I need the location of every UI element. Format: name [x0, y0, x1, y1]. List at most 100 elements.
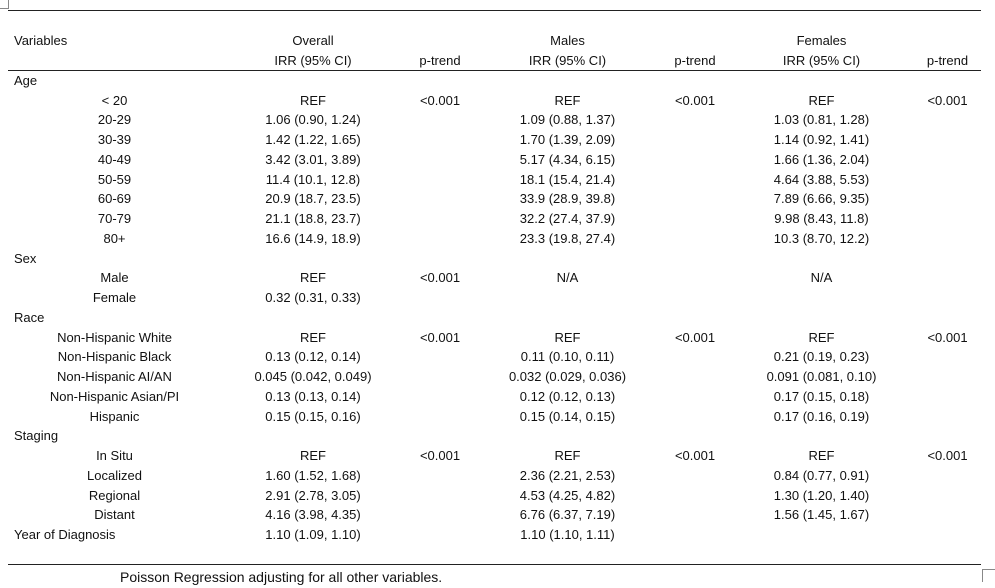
cell-females-ptrend	[913, 466, 982, 486]
cell-females-ptrend: <0.001	[927, 329, 968, 345]
cell-males-irr: 4.53 (4.25, 4.82)	[519, 487, 616, 503]
cell-females-ptrend	[913, 505, 982, 525]
empty-cell	[913, 71, 982, 91]
table-row-year-of-diagnosis: Year of Diagnosis 1.10 (1.09, 1.10) 1.10 (…	[8, 525, 982, 545]
cell-males-ptrend	[660, 110, 730, 130]
empty-cell	[660, 308, 730, 328]
row-label: 20-29	[97, 112, 132, 128]
header-variables: Variables	[14, 33, 68, 49]
cell-overall-ptrend	[405, 288, 475, 308]
cell-overall-irr: 20.9 (18.7, 23.5)	[265, 191, 361, 207]
cell-overall-irr: 1.42 (1.22, 1.65)	[265, 132, 361, 148]
empty-cell	[405, 308, 475, 328]
empty-cell	[475, 308, 660, 328]
empty-cell	[475, 71, 660, 91]
cell-overall-irr: 3.42 (3.01, 3.89)	[265, 151, 361, 167]
cell-overall-ptrend	[405, 169, 475, 189]
header-females: Females	[796, 33, 847, 49]
page-corner-marker-bottom-right	[982, 569, 995, 582]
cell-males-irr: 1.09 (0.88, 1.37)	[519, 112, 616, 128]
results-table: Variables Overall Males Females IRR (95%…	[8, 31, 982, 545]
row-label: Localized	[87, 467, 142, 483]
table-row: 80+ 16.6 (14.9, 18.9) 23.3 (19.8, 27.4) 10.…	[8, 229, 982, 249]
table-row: Non-Hispanic White REF <0.001 REF <0.001 REF <…	[8, 327, 982, 347]
cell-females-ptrend	[913, 110, 982, 130]
cell-females-ptrend	[913, 485, 982, 505]
row-label: Non-Hispanic White	[57, 329, 172, 345]
table-row: Female 0.32 (0.31, 0.33)	[8, 288, 982, 308]
empty-cell	[475, 248, 660, 268]
table-row: 60-69 20.9 (18.7, 23.5) 33.9 (28.9, 39.8) 7…	[8, 189, 982, 209]
table-row: In Situ REF <0.001 REF <0.001 REF <0.001	[8, 446, 982, 466]
table-header-rule	[8, 70, 981, 71]
cell-males-irr: 2.36 (2.21, 2.53)	[519, 467, 616, 483]
header-blank	[405, 31, 475, 51]
cell-females-irr: REF	[808, 92, 835, 108]
table-header: Variables Overall Males Females IRR (95%…	[8, 31, 982, 71]
empty-cell	[730, 71, 913, 91]
cell-overall-ptrend: <0.001	[419, 270, 461, 286]
cell-females-irr: 0.17 (0.16, 0.19)	[773, 408, 870, 424]
cell-females-ptrend: <0.001	[927, 448, 968, 464]
empty-cell	[660, 525, 730, 545]
empty-cell	[660, 426, 730, 446]
cell-males-irr: 18.1 (15.4, 21.4)	[519, 171, 616, 187]
table-row: Hispanic 0.15 (0.15, 0.16) 0.15 (0.14, 0.1…	[8, 406, 982, 426]
cell-females-irr: 9.98 (8.43, 11.8)	[774, 211, 869, 227]
row-label: 50-59	[97, 171, 132, 187]
cell-males-ptrend	[660, 169, 730, 189]
table-row: Non-Hispanic Asian/PI 0.13 (0.13, 0.14) 0.…	[8, 387, 982, 407]
cell-females-irr: 0.21 (0.19, 0.23)	[773, 349, 870, 365]
cell-overall-ptrend	[405, 367, 475, 387]
cell-males-ptrend	[660, 505, 730, 525]
cell-females-irr: 1.30 (1.20, 1.40)	[773, 487, 870, 503]
row-label: Non-Hispanic Asian/PI	[49, 388, 180, 404]
cell-males-irr: REF	[554, 448, 581, 464]
cell-overall-ptrend	[405, 387, 475, 407]
table-row: < 20 REF <0.001 REF <0.001 REF <0.001	[8, 90, 982, 110]
cell-overall-irr: 4.16 (3.98, 4.35)	[265, 507, 361, 523]
cell-overall-irr: 0.13 (0.12, 0.14)	[265, 349, 361, 365]
empty-cell	[730, 308, 913, 328]
cell-males-irr: REF	[554, 329, 581, 345]
page-corner-marker-top-left	[0, 0, 9, 9]
empty-cell	[405, 71, 475, 91]
cell-females-irr: 1.14 (0.92, 1.41)	[773, 132, 870, 148]
cell-males-irr: 6.76 (6.37, 7.19)	[519, 507, 616, 523]
empty-cell	[405, 525, 475, 545]
cell-overall-irr: 1.06 (0.90, 1.24)	[265, 112, 361, 128]
section-row: Sex	[8, 248, 982, 268]
cell-males-ptrend	[660, 150, 730, 170]
cell-females-ptrend	[913, 268, 982, 288]
cell-females-irr: REF	[808, 329, 835, 345]
cell-overall-ptrend	[405, 406, 475, 426]
cell-females-irr: 10.3 (8.70, 12.2)	[773, 230, 870, 246]
cell-males-ptrend	[660, 130, 730, 150]
cell-males-ptrend	[660, 485, 730, 505]
cell-overall-irr: 1.60 (1.52, 1.68)	[265, 467, 361, 483]
cell-females-irr: 4.64 (3.88, 5.53)	[773, 171, 870, 187]
cell-males-irr: 32.2 (27.4, 37.9)	[519, 211, 616, 227]
cell-overall-ptrend: <0.001	[419, 92, 461, 108]
cell-males-irr: 0.11 (0.10, 0.11)	[520, 349, 615, 365]
cell-males-irr: 0.12 (0.12, 0.13)	[519, 388, 616, 404]
table-row: Non-Hispanic AI/AN 0.045 (0.042, 0.049) 0.…	[8, 367, 982, 387]
section-row: Staging	[8, 426, 982, 446]
header-males-irr: IRR (95% CI)	[528, 53, 607, 69]
cell-females-irr: REF	[808, 448, 835, 464]
cell-overall-irr: REF	[300, 270, 326, 286]
cell-overall-ptrend	[405, 485, 475, 505]
cell-males-ptrend	[660, 288, 730, 308]
header-females-irr: IRR (95% CI)	[782, 53, 861, 69]
table-row: 20-29 1.06 (0.90, 1.24) 1.09 (0.88, 1.37) 1…	[8, 110, 982, 130]
cell-overall-irr: 1.10 (1.09, 1.10)	[265, 527, 361, 543]
table-row: Non-Hispanic Black 0.13 (0.12, 0.14) 0.11 …	[8, 347, 982, 367]
cell-females-ptrend	[913, 387, 982, 407]
table-bottom-rule	[8, 564, 981, 565]
cell-overall-irr: 0.13 (0.13, 0.14)	[265, 388, 361, 404]
cell-males-ptrend: <0.001	[674, 92, 716, 108]
empty-cell	[660, 71, 730, 91]
cell-males-irr: REF	[554, 92, 581, 108]
cell-females-ptrend	[913, 209, 982, 229]
header-row-measures: IRR (95% CI) p-trend IRR (95% CI) p-tren…	[8, 51, 982, 71]
